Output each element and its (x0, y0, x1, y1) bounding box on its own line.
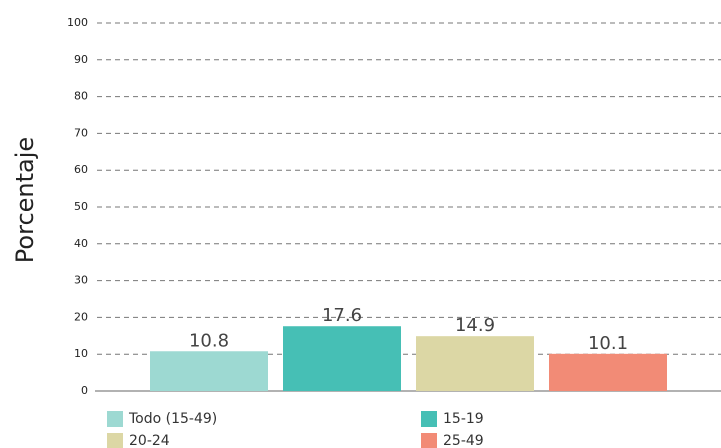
bar (150, 351, 268, 391)
value-label: 10.1 (588, 333, 628, 354)
legend-label: 15-19 (443, 411, 484, 427)
legend-swatch (421, 411, 437, 427)
y-tick-label: 90 (74, 53, 88, 66)
y-axis-label: Porcentaje (11, 137, 39, 263)
y-tick-label: 70 (74, 126, 88, 139)
value-label: 17.6 (322, 305, 362, 326)
y-tick-label: 80 (74, 90, 88, 103)
legend-label: 20-24 (129, 433, 170, 448)
value-label: 14.9 (455, 315, 495, 336)
legend-swatch (107, 433, 123, 448)
y-tick-label: 20 (74, 310, 88, 323)
bar (283, 326, 401, 391)
legend-label: 25-49 (443, 433, 484, 448)
y-tick-label: 0 (81, 384, 88, 397)
legend-swatch (107, 411, 123, 427)
y-tick-label: 100 (67, 16, 88, 29)
y-tick-label: 60 (74, 163, 88, 176)
bar (416, 336, 534, 391)
y-tick-label: 10 (74, 347, 88, 360)
y-tick-label: 30 (74, 274, 88, 287)
bar (549, 353, 667, 391)
value-label: 10.8 (189, 330, 229, 351)
y-tick-label: 50 (74, 200, 88, 213)
y-tick-label: 40 (74, 237, 88, 250)
legend-label: Todo (15-49) (128, 411, 217, 427)
legend-swatch (421, 433, 437, 448)
